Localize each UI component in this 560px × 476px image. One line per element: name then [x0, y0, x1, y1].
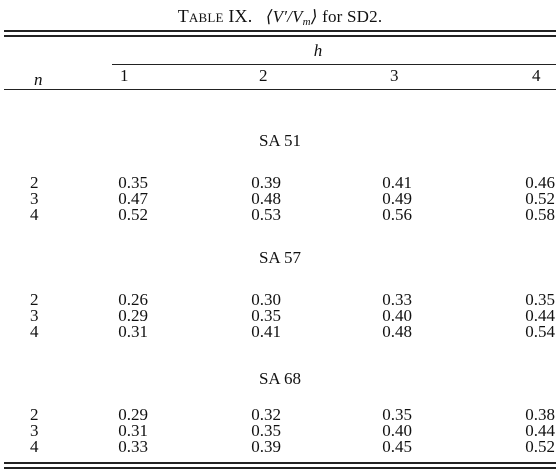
table-cell: 0.29: [118, 306, 148, 325]
table-label: Table IX.: [177, 6, 253, 26]
section-title: SA 68: [258, 369, 302, 388]
table-cell: 0.32: [251, 405, 281, 424]
table-cell: 0.40: [382, 306, 412, 325]
top-rule-2: [4, 35, 556, 37]
table-cell: 0.39: [251, 437, 281, 456]
group-header-rule: [112, 64, 556, 65]
table-cell: 0.41: [382, 173, 412, 192]
table-cell: 0.56: [382, 205, 412, 224]
caption-expr-sub: m: [302, 16, 311, 28]
table-cell: 0.35: [382, 405, 412, 424]
table-cell: 0.46: [525, 173, 555, 192]
table-cell: 0.41: [251, 322, 281, 341]
caption-expr-open: ⟨V′/V: [265, 7, 303, 26]
table-cell: 0.39: [251, 173, 281, 192]
table-cell: 0.58: [525, 205, 555, 224]
row-label-n: 2: [30, 173, 39, 192]
bottom-rule-2: [4, 467, 556, 469]
table-cell: 0.35: [525, 290, 555, 309]
row-label-n: 4: [30, 437, 39, 456]
row-header-n: n: [34, 70, 43, 89]
row-label-n: 3: [30, 189, 39, 208]
caption-expr-close: ⟩: [310, 7, 318, 26]
table-cell: 0.49: [382, 189, 412, 208]
table-cell: 0.35: [118, 173, 148, 192]
section-title: SA 57: [258, 248, 302, 267]
table-cell: 0.29: [118, 405, 148, 424]
table-cell: 0.31: [118, 322, 148, 341]
section-title: SA 51: [258, 131, 302, 150]
row-label-n: 3: [30, 306, 39, 325]
table-cell: 0.44: [525, 306, 555, 325]
table-cell: 0.48: [251, 189, 281, 208]
table-cell: 0.40: [382, 421, 412, 440]
caption-expression: ⟨V′/Vm⟩: [265, 7, 318, 28]
table-cell: 0.45: [382, 437, 412, 456]
column-header-4: 4: [532, 66, 541, 85]
table-cell: 0.33: [118, 437, 148, 456]
table-cell: 0.35: [251, 306, 281, 325]
table-cell: 0.52: [525, 189, 555, 208]
table-cell: 0.30: [251, 290, 281, 309]
header-rule: [4, 89, 556, 91]
column-header-2: 2: [259, 66, 268, 85]
top-rule-1: [4, 30, 556, 32]
table-caption: Table IX. ⟨V′/Vm⟩ for SD2.: [0, 6, 560, 28]
row-label-n: 4: [30, 322, 39, 341]
table-cell: 0.26: [118, 290, 148, 309]
table-cell: 0.54: [525, 322, 555, 341]
table-cell: 0.47: [118, 189, 148, 208]
table-cell: 0.33: [382, 290, 412, 309]
table-cell: 0.53: [251, 205, 281, 224]
row-label-n: 2: [30, 405, 39, 424]
column-header-3: 3: [390, 66, 399, 85]
table-cell: 0.44: [525, 421, 555, 440]
bottom-rule-1: [4, 462, 556, 464]
caption-suffix: for SD2.: [322, 7, 383, 26]
table-cell: 0.35: [251, 421, 281, 440]
group-header-h: h: [313, 41, 323, 60]
table-cell: 0.31: [118, 421, 148, 440]
table-cell: 0.48: [382, 322, 412, 341]
row-label-n: 4: [30, 205, 39, 224]
row-label-n: 2: [30, 290, 39, 309]
column-header-1: 1: [120, 66, 129, 85]
table-cell: 0.38: [525, 405, 555, 424]
row-label-n: 3: [30, 421, 39, 440]
table-cell: 0.52: [525, 437, 555, 456]
table-cell: 0.52: [118, 205, 148, 224]
